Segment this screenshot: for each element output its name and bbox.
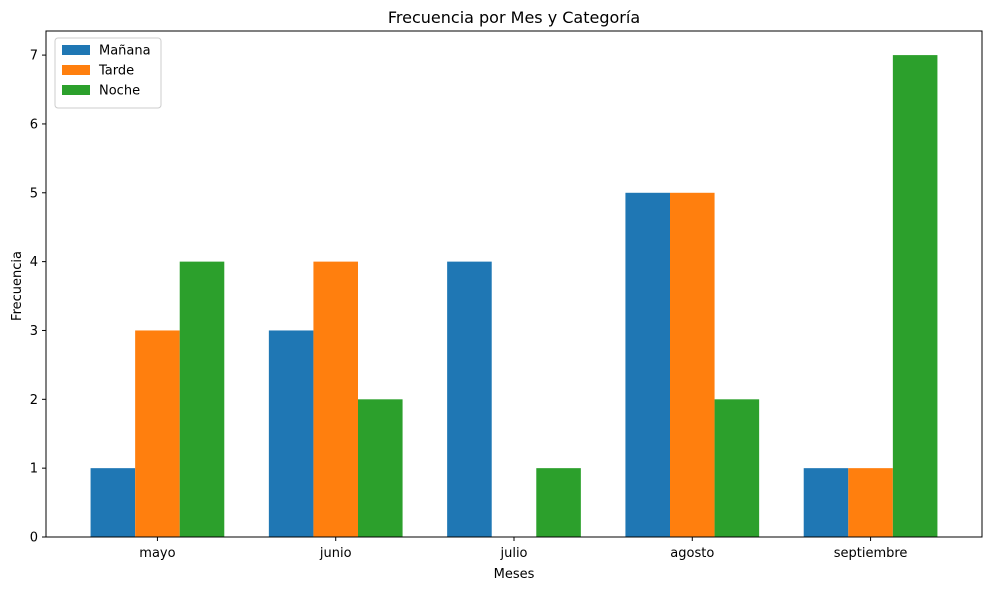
x-tick-label: julio xyxy=(499,546,527,561)
legend-swatch-Noche xyxy=(62,85,90,95)
legend: Mañana Tarde Noche xyxy=(54,37,162,109)
bar-Noche-mayo xyxy=(179,261,225,537)
bar-Mañana-septiembre xyxy=(803,468,849,537)
bar-Mañana-agosto xyxy=(625,192,670,537)
y-axis: 0 1 2 3 4 5 6 7 xyxy=(30,49,46,546)
bar-Tarde-junio xyxy=(313,261,358,537)
x-tick-label: junio xyxy=(319,546,352,561)
legend-swatch-Mañana xyxy=(62,45,90,55)
bar-Mañana-junio xyxy=(268,330,314,537)
y-axis-title: Frecuencia xyxy=(10,251,25,321)
bar-Noche-septiembre xyxy=(892,55,938,537)
x-tick-label: septiembre xyxy=(834,546,908,561)
bar-Tarde-septiembre xyxy=(848,468,893,537)
bar-Noche-julio xyxy=(536,468,581,537)
chart-title: Frecuencia por Mes y Categoría xyxy=(388,8,640,27)
x-axis: mayo junio julio agosto septiembre xyxy=(139,537,907,561)
y-tick-label: 6 xyxy=(30,117,38,132)
y-tick-label: 1 xyxy=(30,462,38,477)
bars-layer xyxy=(90,55,938,537)
legend-label-Tarde: Tarde xyxy=(98,64,134,79)
legend-swatch-Tarde xyxy=(62,65,90,75)
y-tick-label: 2 xyxy=(30,393,38,408)
y-tick-label: 7 xyxy=(30,49,38,64)
x-tick-label: agosto xyxy=(670,546,714,561)
y-tick-label: 0 xyxy=(30,531,38,546)
x-axis-title: Meses xyxy=(494,567,535,582)
bar-Mañana-julio xyxy=(447,261,492,537)
y-tick-label: 5 xyxy=(30,186,38,201)
legend-label-Mañana: Mañana xyxy=(99,44,151,59)
bar-Noche-agosto xyxy=(714,399,760,537)
bar-Noche-junio xyxy=(358,399,403,537)
legend-label-Noche: Noche xyxy=(99,84,140,99)
bar-Tarde-mayo xyxy=(135,330,180,537)
y-tick-label: 4 xyxy=(30,255,38,270)
x-tick-label: mayo xyxy=(139,546,175,561)
bar-Tarde-agosto xyxy=(670,192,715,537)
y-tick-label: 3 xyxy=(30,324,38,339)
bar-Mañana-mayo xyxy=(90,468,136,537)
